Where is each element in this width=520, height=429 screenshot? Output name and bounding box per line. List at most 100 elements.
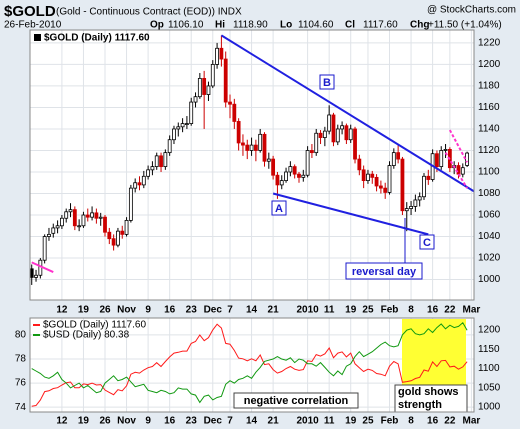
x-tick-label: 23 xyxy=(186,305,198,316)
annotation: gold shows xyxy=(398,386,459,398)
candle-body xyxy=(348,128,353,141)
x-tick-label: Feb xyxy=(381,305,399,316)
candle-body xyxy=(370,173,375,178)
candle-body xyxy=(197,78,202,98)
x-tick-label: 19 xyxy=(78,416,90,427)
candle-body xyxy=(383,187,388,193)
candle-body xyxy=(301,174,306,178)
x-tick-label: 19 xyxy=(78,305,90,316)
x-tick-label: 14 xyxy=(246,305,258,316)
candle-body xyxy=(47,233,51,237)
x-tick-label: 26 xyxy=(99,416,111,427)
candle-body xyxy=(400,158,405,212)
candle-body xyxy=(206,85,211,95)
candle-body xyxy=(72,209,77,227)
candle-body xyxy=(64,211,69,219)
candle-body xyxy=(340,125,344,130)
candle-body xyxy=(111,238,116,246)
annotation-box xyxy=(233,392,359,409)
candle-body xyxy=(396,152,401,160)
symbol: $GOLD xyxy=(4,3,56,20)
candle-body xyxy=(262,133,267,162)
candle-body xyxy=(98,216,103,219)
legend-swatch xyxy=(34,34,41,41)
candle-body xyxy=(172,128,176,141)
trendline xyxy=(220,34,475,193)
quote-label: Chg xyxy=(410,20,429,31)
candle-body xyxy=(133,182,138,189)
candle-body xyxy=(189,101,194,124)
candle-body xyxy=(167,139,172,154)
candle-body xyxy=(81,214,86,227)
candle-body xyxy=(435,153,439,168)
candle-body xyxy=(241,142,245,146)
x-tick-label: Feb xyxy=(381,416,399,427)
candle-body xyxy=(460,167,465,175)
quote-label: Op xyxy=(150,20,164,31)
y-tick-label: 1020 xyxy=(478,253,501,264)
candle-body xyxy=(185,123,189,125)
date: 26-Feb-2010 xyxy=(4,20,62,31)
candle-body xyxy=(443,149,448,151)
annotation-box xyxy=(419,234,435,250)
candle-body xyxy=(353,128,357,160)
candle-body xyxy=(456,165,461,175)
legend-label: $GOLD (Daily) 1117.60 xyxy=(43,320,146,331)
x-tick-label: 12 xyxy=(56,305,68,316)
candle-body xyxy=(180,123,185,128)
series-line xyxy=(31,323,468,407)
x-tick-label: 7 xyxy=(227,305,233,316)
candle-body xyxy=(245,144,250,151)
x-tick-label: 19 xyxy=(345,416,357,427)
candle-body xyxy=(128,187,133,221)
candle-body xyxy=(146,169,151,177)
annotation: negative correlation xyxy=(244,395,349,407)
x-tick-label: Mar xyxy=(463,305,481,316)
trendline xyxy=(272,192,429,236)
y-tick-label: 80 xyxy=(15,330,27,341)
candle-body xyxy=(422,175,426,198)
candle-body xyxy=(465,152,470,166)
quote-value: +11.50 (+1.04%) xyxy=(428,20,502,31)
legend-label: $GOLD (Daily) 1117.60 xyxy=(44,33,150,44)
candle-body xyxy=(258,133,263,151)
main-frame xyxy=(29,29,475,301)
x-tick-label: 7 xyxy=(227,416,233,427)
candle-body xyxy=(361,169,366,181)
annotation: strength xyxy=(398,399,442,411)
series-line xyxy=(31,322,468,404)
trendline xyxy=(448,129,468,163)
quote-value: 1117.60 xyxy=(363,20,398,31)
x-tick-label: 16 xyxy=(427,305,439,316)
x-tick-label: 2010 xyxy=(296,305,319,316)
candle-body xyxy=(219,47,224,60)
candle-body xyxy=(176,126,181,130)
candle-body xyxy=(103,216,107,233)
annotation-box xyxy=(319,74,335,90)
x-tick-label: 14 xyxy=(246,416,258,427)
lower-frame xyxy=(29,317,475,413)
candle-body xyxy=(314,132,319,154)
x-tick-label: 12 xyxy=(56,416,68,427)
y-tick-label: 1140 xyxy=(478,124,500,135)
main-grid xyxy=(30,30,474,300)
x-tick-label: 25 xyxy=(362,305,374,316)
y-tick-label: 1160 xyxy=(478,102,500,113)
candle-body xyxy=(284,171,288,181)
y-tick-label: 74 xyxy=(15,402,27,413)
x-tick-label: Mar xyxy=(463,416,481,427)
x-tick-label: 16 xyxy=(164,305,176,316)
candle-body xyxy=(34,274,38,278)
candle-body xyxy=(335,128,340,143)
x-tick-label: 22 xyxy=(444,416,456,427)
y-tick-label: 1180 xyxy=(478,81,500,92)
candle-body xyxy=(253,144,258,151)
candle-body xyxy=(51,227,56,234)
candle-body xyxy=(322,130,327,138)
legend-label: $USD (Daily) 80.38 xyxy=(43,330,130,341)
y-tick-label: 1220 xyxy=(478,38,501,49)
y-tick-label: 1040 xyxy=(478,231,501,242)
x-tick-label: 9 xyxy=(145,305,151,316)
y2-tick-label: 1200 xyxy=(478,325,501,336)
